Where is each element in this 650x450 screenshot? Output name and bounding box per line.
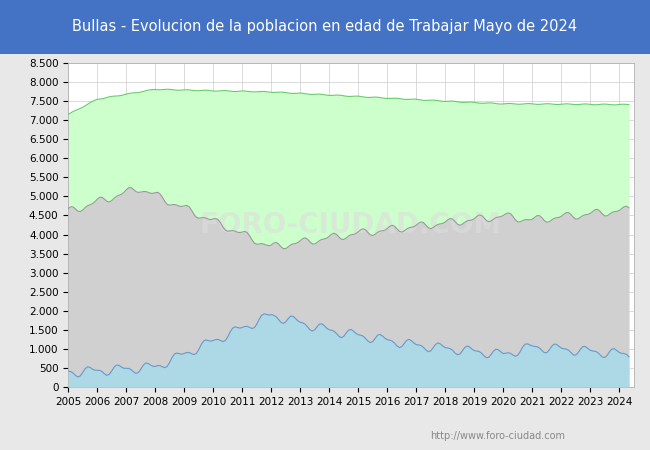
Text: http://www.foro-ciudad.com: http://www.foro-ciudad.com xyxy=(430,431,566,441)
Text: FORO-CIUDAD.COM: FORO-CIUDAD.COM xyxy=(200,211,502,239)
Text: Bullas - Evolucion de la poblacion en edad de Trabajar Mayo de 2024: Bullas - Evolucion de la poblacion en ed… xyxy=(72,19,578,35)
